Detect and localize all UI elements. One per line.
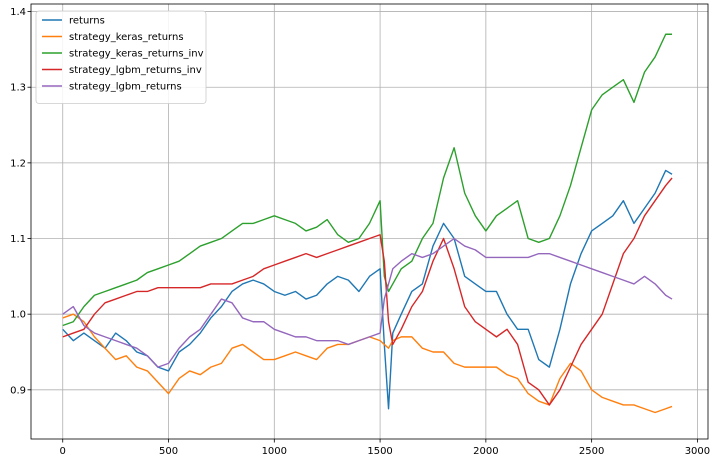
x-tick-label: 2500	[579, 446, 604, 457]
series-line-strategy-keras-returns-inv	[62, 33, 673, 327]
legend-label: strategy_keras_returns	[69, 32, 184, 43]
series-group	[62, 33, 673, 414]
series-line-returns	[62, 169, 673, 410]
legend-label: strategy_lgbm_returns	[69, 82, 182, 93]
x-tick-label: 0	[60, 446, 66, 457]
legend-label: returns	[69, 16, 105, 27]
x-tick-label: 500	[159, 446, 178, 457]
y-tick-label: 1.3	[10, 83, 26, 94]
legend-label: strategy_lgbm_returns_inv	[69, 65, 202, 76]
x-tick-label: 1500	[367, 446, 392, 457]
legend-box	[35, 10, 207, 104]
legend: returns strategy_keras_returns strategy_ke…	[35, 10, 207, 104]
y-tick-label: 1.1	[10, 234, 26, 245]
y-tick-label: 0.9	[10, 385, 26, 396]
x-tick-label: 1000	[262, 446, 287, 457]
series-line-strategy-lgbm-returns-inv	[62, 177, 673, 406]
axes-frame	[30, 3, 709, 440]
axis-ticks: 0 500 1000 1500 2000 2500 3000 0.9 1.0 1.1 1.2 1.3 1…	[10, 7, 710, 457]
y-tick-label: 1.2	[10, 158, 26, 169]
y-tick-label: 1.4	[10, 7, 26, 18]
series-line-strategy-keras-returns	[62, 313, 673, 414]
series-line-strategy-lgbm-returns	[62, 237, 673, 368]
x-tick-label: 3000	[685, 446, 710, 457]
legend-label: strategy_keras_returns_inv	[69, 49, 204, 60]
y-tick-label: 1.0	[10, 310, 26, 321]
x-tick-label: 2000	[473, 446, 498, 457]
